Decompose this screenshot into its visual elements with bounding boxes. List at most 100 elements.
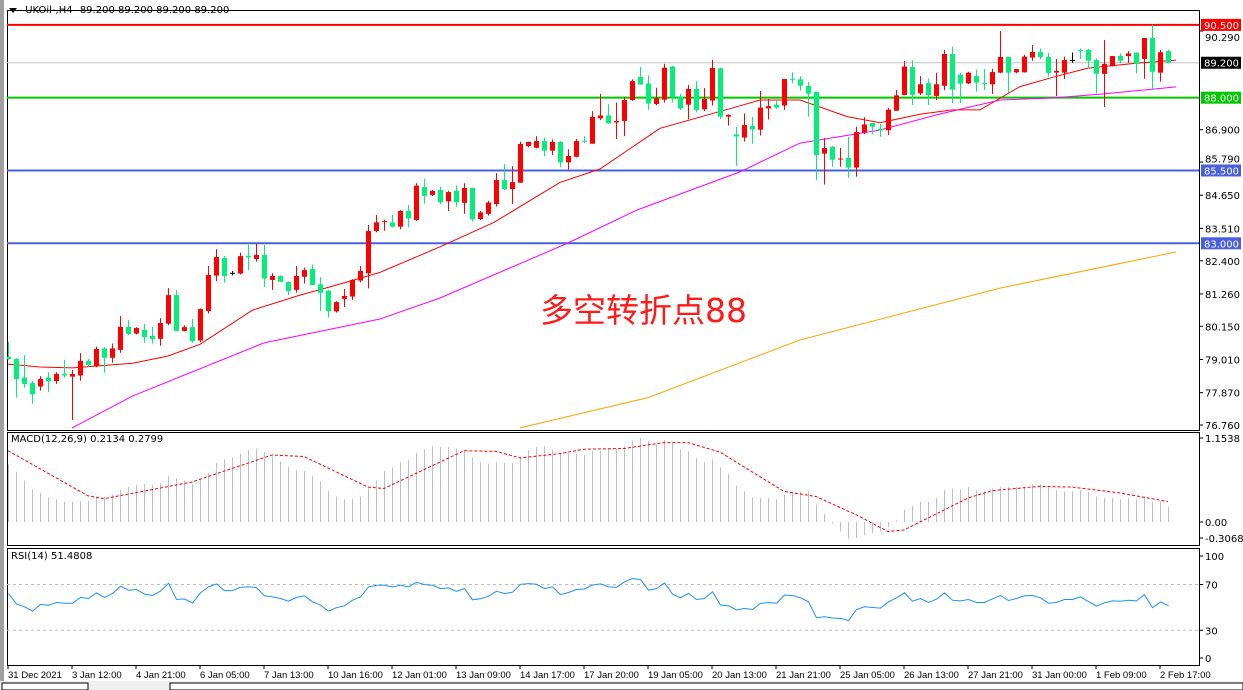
candle-body [830, 146, 835, 160]
candle-body [550, 141, 555, 151]
rsi-label: RSI(14) 51.4808 [11, 551, 93, 562]
time-tick-label: 10 Jan 16:00 [328, 670, 383, 681]
candle-body [910, 67, 915, 95]
ma_fast-moving-average-line [7, 59, 1177, 369]
candle-body [198, 309, 203, 341]
time-tick-label: 17 Jan 20:00 [584, 670, 639, 681]
candle-body [142, 329, 147, 338]
candle-body [254, 254, 259, 260]
candle-body [694, 88, 699, 110]
candle-body [966, 72, 971, 84]
time-tick-label: 3 Jan 12:00 [72, 670, 122, 681]
price-level-tag [1201, 56, 1241, 69]
price-tick-label: 82.400 [1205, 257, 1240, 268]
candle-body [614, 120, 619, 123]
candle-body [742, 125, 747, 138]
candle-body [998, 56, 1003, 73]
scrollbar-area[interactable] [169, 682, 1243, 690]
time-tick-label: 25 Jan 05:00 [840, 670, 895, 681]
candle-body [246, 255, 251, 258]
candle-body [358, 270, 363, 281]
candle-body [942, 54, 947, 86]
candle-body [558, 141, 563, 163]
candle-body [1158, 52, 1163, 73]
candle-body [758, 107, 763, 130]
candle-body [1078, 49, 1083, 51]
candle-body [174, 295, 179, 331]
price-tick-label: 76.760 [1205, 421, 1240, 432]
candle-body [886, 109, 891, 131]
candle-body [478, 212, 483, 220]
price-tick-label: 84.650 [1205, 191, 1240, 202]
candle-body [846, 157, 851, 168]
time-tick-label: 2 Feb 17:00 [1160, 670, 1211, 681]
candle-body [46, 377, 51, 382]
candle-body [710, 67, 715, 101]
macd-label: MACD(12,26,9) 0.2134 0.2799 [11, 434, 164, 445]
candle-body [494, 180, 499, 204]
candle-body [206, 275, 211, 312]
candle-body [534, 141, 539, 148]
macd-tick-label: -0.3068 [1205, 534, 1243, 545]
time-tick-label: 12 Jan 01:00 [392, 670, 447, 681]
price-level-tag-label: 88.000 [1204, 94, 1239, 105]
candle-body [1030, 51, 1035, 58]
candle-body [70, 374, 75, 377]
candle-body [750, 125, 755, 130]
candle-body [110, 348, 115, 358]
price-tick-label: 90.290 [1205, 33, 1240, 44]
price-level-tag [1201, 237, 1241, 250]
candle-body [390, 222, 395, 227]
candle-body [158, 323, 163, 339]
candle-body [566, 155, 571, 163]
candle-body [1118, 56, 1123, 61]
candle-body [838, 158, 843, 160]
candle-body [870, 123, 875, 127]
candle-body [934, 84, 939, 96]
candle-body [7, 356, 11, 360]
candle-body [446, 192, 451, 202]
candle-body [126, 326, 131, 334]
candle-body [806, 86, 811, 94]
price-tick-label: 85.790 [1205, 154, 1240, 165]
candle-body [1142, 37, 1147, 59]
dropdown-triangle-icon[interactable] [9, 7, 17, 13]
candle-body [334, 302, 339, 312]
candle-body [454, 190, 459, 203]
candle-body [894, 95, 899, 111]
candle-body [854, 132, 859, 168]
price-tick-label: 81.260 [1205, 290, 1240, 301]
candle-body [414, 185, 419, 220]
candle-body [958, 74, 963, 84]
macd-tick-label: 0.00 [1205, 518, 1227, 529]
candle-body [662, 67, 667, 100]
time-tick-label: 27 Jan 21:00 [968, 670, 1023, 681]
candle-body [302, 270, 307, 277]
chart-tab[interactable] [1, 682, 89, 690]
time-tick-label: 26 Jan 13:00 [904, 670, 959, 681]
candle-body [430, 190, 435, 195]
rsi-tick-label: 0 [1205, 654, 1211, 665]
candle-body [1094, 60, 1099, 74]
candle-body [294, 275, 299, 290]
candle-body [1014, 69, 1019, 73]
candle-body [270, 275, 275, 280]
candle-body [374, 222, 379, 232]
candle-body [1150, 37, 1155, 72]
candle-body [878, 128, 883, 131]
candle-body [622, 100, 627, 121]
candle-body [422, 187, 427, 196]
candle-body [318, 284, 323, 293]
candle-body [590, 116, 595, 144]
candle-body [166, 295, 171, 324]
candle-body [670, 66, 675, 98]
candle-body [726, 114, 731, 117]
candle-body [1022, 56, 1027, 73]
candle-body [14, 358, 19, 379]
candle-body [526, 141, 531, 147]
candle-body [438, 189, 443, 203]
candle-body [982, 83, 987, 85]
candle-body [1134, 52, 1139, 64]
price-tick-label: 79.010 [1205, 355, 1240, 366]
